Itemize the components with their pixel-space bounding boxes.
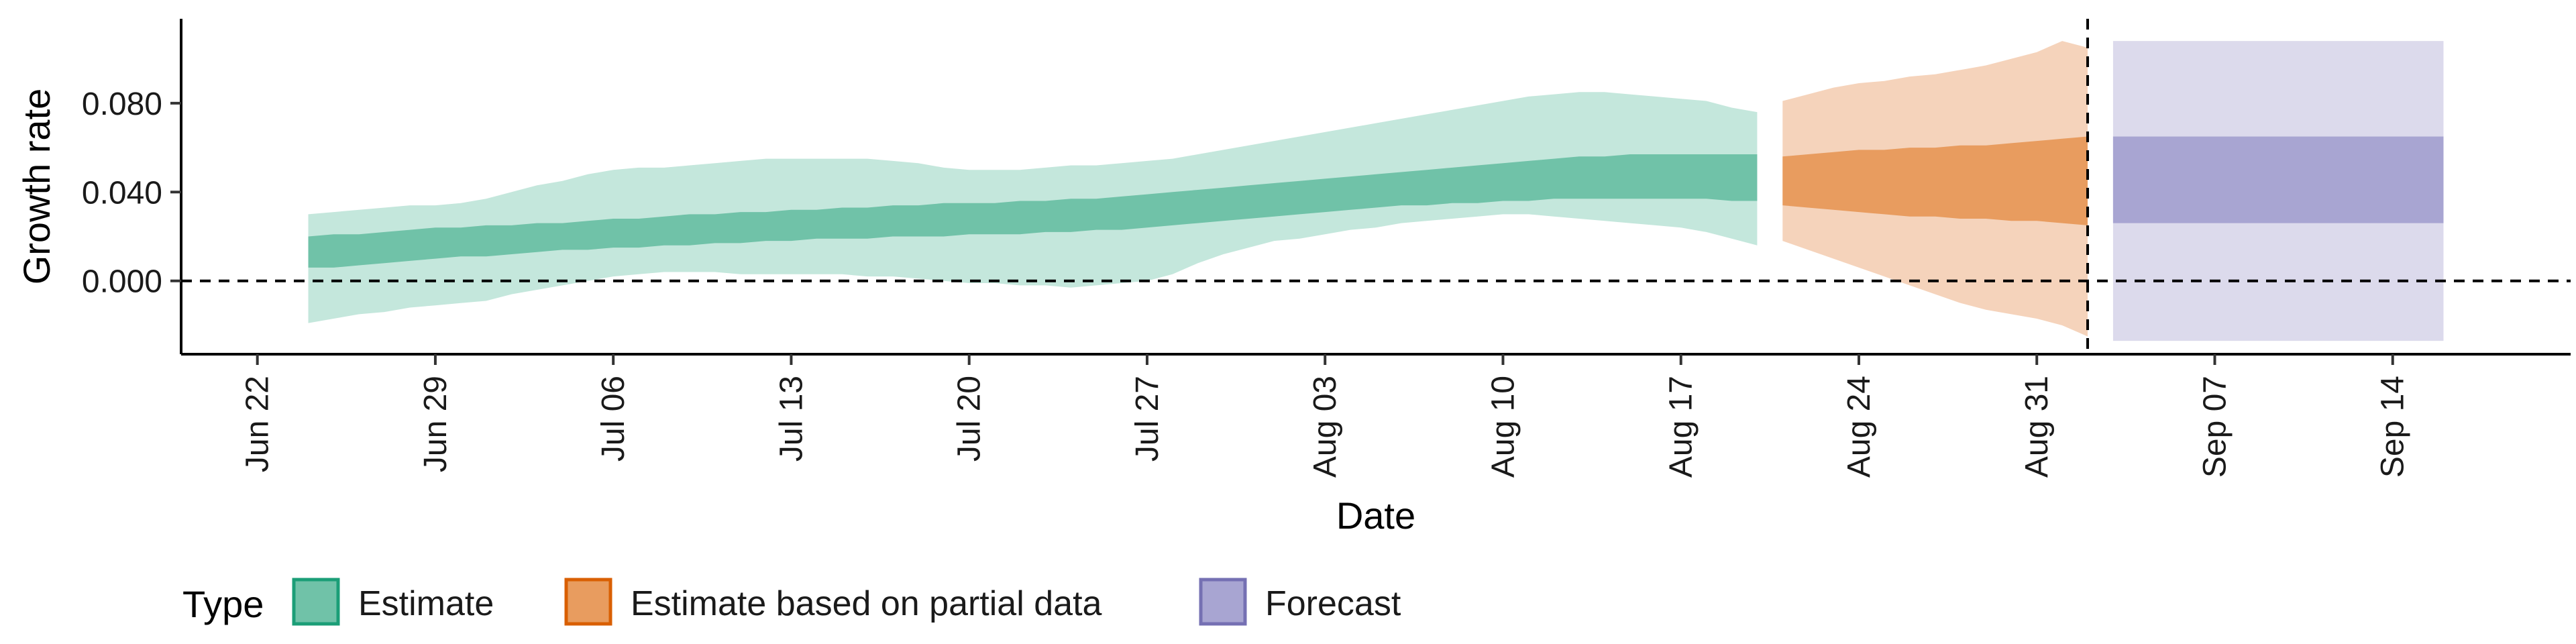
x-tick-label: Jul 06 — [596, 376, 631, 462]
x-tick-label: Sep 14 — [2375, 376, 2411, 478]
forecast-inner-band — [2112, 136, 2444, 223]
y-axis-title: Growth rate — [15, 89, 58, 285]
legend-label: Forecast — [1265, 584, 1401, 623]
x-tick-label: Aug 03 — [1307, 376, 1343, 478]
x-tick-label: Jun 29 — [418, 376, 453, 472]
x-tick-label: Jul 27 — [1130, 376, 1165, 462]
x-tick-label: Aug 10 — [1486, 376, 1521, 478]
axes: 0.000 0.040 0.080 Jun 22 Jun 29 Jul 06 Jul 13 J… — [82, 19, 2571, 478]
estimate-inner-band — [308, 154, 1758, 268]
x-tick-label: Aug 17 — [1664, 376, 1699, 478]
y-tick-label: 0.080 — [82, 87, 162, 122]
x-axis-title: Date — [1336, 494, 1415, 537]
x-tick-label: Jul 20 — [952, 376, 987, 462]
x-tick-label: Jul 13 — [773, 376, 809, 462]
x-tick-label: Sep 07 — [2198, 376, 2233, 478]
legend-title: Type — [182, 583, 264, 625]
legend-swatch — [1199, 578, 1247, 626]
x-tick-label: Aug 24 — [1841, 376, 1877, 478]
x-tick-label: Aug 31 — [2019, 376, 2055, 478]
estimate-based-on-partial-data-inner-band — [1782, 136, 2088, 225]
legend-swatch — [292, 578, 340, 626]
reference-lines — [181, 19, 2571, 354]
x-tick-label: Jun 22 — [240, 376, 276, 472]
legend: Type Estimate Estimate based on partial d… — [182, 578, 1401, 626]
y-tick-label: 0.000 — [82, 264, 162, 300]
legend-label: Estimate based on partial data — [631, 584, 1102, 623]
legend-label: Estimate — [358, 584, 494, 623]
legend-swatch — [564, 578, 612, 626]
series-layer — [308, 41, 2444, 341]
y-tick-label: 0.040 — [82, 175, 162, 211]
